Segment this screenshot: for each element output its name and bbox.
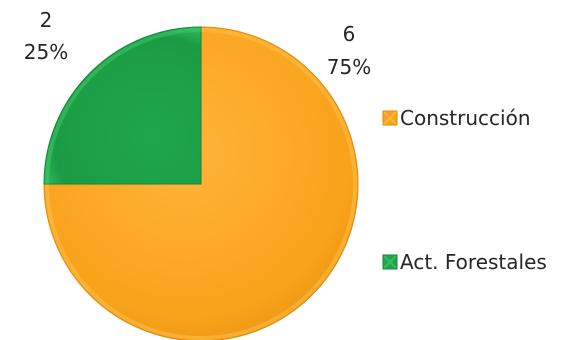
legend-item-act-forestales: Act. Forestales xyxy=(382,250,547,274)
pie-data-labels: 6 75% 2 25% xyxy=(24,8,371,79)
data-label-value: 2 xyxy=(40,8,53,32)
data-label-percent: 75% xyxy=(327,55,371,79)
legend-swatch-highlight xyxy=(383,255,397,269)
pie-slice-construcci-n xyxy=(43,26,359,340)
data-label-percent: 25% xyxy=(24,40,68,64)
pie-slice-rim xyxy=(45,28,202,185)
legend-item-construcci-n: Construcción xyxy=(382,106,531,130)
legend-swatch-highlight xyxy=(383,111,397,125)
pie-slice-act-forestales xyxy=(43,26,202,185)
legend-label: Construcción xyxy=(400,106,531,130)
legend: Construcción Act. Forestales xyxy=(382,106,547,274)
pie-slices xyxy=(43,26,359,340)
legend-label: Act. Forestales xyxy=(400,250,547,274)
pie-slice-rim xyxy=(45,28,357,340)
data-label-value: 6 xyxy=(343,22,356,46)
